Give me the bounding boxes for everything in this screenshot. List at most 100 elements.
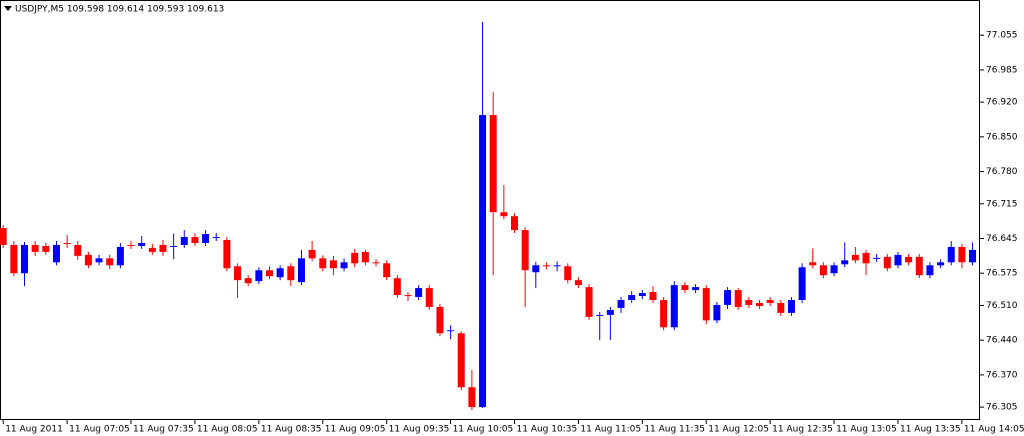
x-tick-label: 11 Aug 10:35	[517, 425, 578, 435]
candle-body	[766, 300, 774, 303]
candle-body	[191, 237, 199, 243]
x-tick-label: 11 Aug 13:05	[836, 425, 897, 435]
candle-body	[596, 314, 604, 316]
candle-body	[670, 285, 678, 328]
candle-body	[319, 258, 327, 269]
candle-body	[138, 242, 146, 246]
candle-body	[862, 252, 870, 264]
collapse-triangle[interactable]	[4, 6, 12, 11]
candle-body	[106, 258, 114, 266]
candle-body	[95, 258, 103, 263]
y-tick-label: 76.510	[986, 301, 1018, 311]
candle-body	[457, 333, 465, 388]
x-tick-label: 11 Aug 08:35	[261, 425, 322, 435]
x-tick-label: 11 Aug 12:35	[772, 425, 833, 435]
x-tick-label: 11 Aug 11:35	[644, 425, 705, 435]
candle-body	[297, 258, 305, 283]
candle-body	[681, 285, 689, 291]
candle-body	[479, 115, 487, 408]
candle-body	[606, 309, 614, 315]
candle-body	[702, 288, 710, 321]
candle-body	[692, 287, 700, 291]
y-tick-label: 76.985	[986, 65, 1018, 75]
candle-body	[212, 237, 220, 239]
candle-body	[511, 216, 518, 231]
candle-body	[425, 288, 433, 307]
candle-body	[745, 300, 753, 305]
candle-body	[649, 292, 657, 300]
candle-body	[436, 306, 444, 334]
candle-body	[809, 262, 817, 266]
candle-body	[787, 300, 795, 313]
candle-body	[777, 302, 785, 313]
y-tick-label: 76.440	[986, 336, 1018, 346]
x-tick-label: 11 Aug 09:05	[325, 425, 386, 435]
candle-body	[255, 270, 263, 282]
x-tick-label: 11 Aug 2011	[5, 425, 63, 435]
candle-body	[713, 304, 721, 321]
y-tick-label: 76.850	[986, 132, 1018, 142]
x-tick-label: 11 Aug 14:05	[964, 425, 1024, 435]
candle-body	[340, 262, 348, 269]
candle-body	[574, 280, 582, 286]
candle-body	[915, 256, 923, 276]
y-tick-label: 77.055	[986, 31, 1018, 41]
candle-body	[905, 256, 913, 263]
candle-body	[447, 330, 455, 332]
y-tick-label: 76.920	[986, 98, 1018, 108]
candle-body	[276, 268, 284, 278]
candle-body	[148, 247, 156, 252]
candle-body	[287, 266, 295, 281]
candle-body	[883, 256, 891, 269]
candle-body	[159, 244, 167, 252]
candle-body	[969, 249, 977, 263]
y-tick-label: 76.305	[986, 403, 1018, 413]
candle-body	[628, 295, 636, 300]
candle-body	[244, 278, 252, 284]
candle-body	[851, 254, 859, 261]
candle-body	[724, 290, 732, 305]
candle-body	[351, 252, 359, 264]
candle-body	[926, 265, 934, 276]
candle-body	[63, 242, 71, 244]
candle-body	[372, 262, 380, 264]
candle-body	[489, 115, 497, 213]
candle-body	[819, 265, 827, 276]
candle-body	[393, 278, 401, 296]
candle-body	[31, 244, 39, 252]
candle-body	[21, 244, 28, 274]
y-tick-label: 76.715	[986, 199, 1018, 209]
candle-body	[361, 251, 369, 263]
candle-body	[521, 230, 529, 271]
candle-body	[638, 293, 646, 297]
candle-body	[947, 246, 955, 263]
candle-body	[42, 245, 50, 252]
candle-body	[234, 266, 242, 281]
candle-body	[841, 260, 849, 265]
x-tick-label: 11 Aug 10:05	[453, 425, 514, 435]
x-tick-label: 11 Aug 07:35	[133, 425, 194, 435]
candle-body	[266, 270, 273, 277]
candle-body	[308, 249, 316, 259]
candle-body	[585, 287, 593, 317]
x-tick-label: 11 Aug 13:35	[900, 425, 961, 435]
candle-body	[10, 244, 18, 274]
chart-title: USDJPY,M5 109.598 109.614 109.593 109.61…	[15, 5, 224, 15]
candle-body	[873, 257, 881, 259]
candle-body	[52, 244, 60, 263]
y-tick-label: 76.780	[986, 167, 1018, 177]
x-tick-label: 11 Aug 11:05	[580, 425, 641, 435]
candle-body	[564, 266, 572, 281]
y-tick-label: 76.370	[986, 370, 1018, 380]
x-tick-label: 11 Aug 09:35	[389, 425, 450, 435]
candle-body	[74, 244, 82, 256]
candle-body	[415, 288, 423, 298]
candle-body	[617, 300, 625, 308]
candle-body	[734, 290, 742, 307]
candle-body	[553, 265, 561, 267]
candle-body	[84, 254, 92, 266]
candle-body	[894, 254, 902, 266]
candle-body	[180, 237, 188, 245]
candle-body	[202, 234, 210, 243]
candle-body	[383, 263, 391, 278]
